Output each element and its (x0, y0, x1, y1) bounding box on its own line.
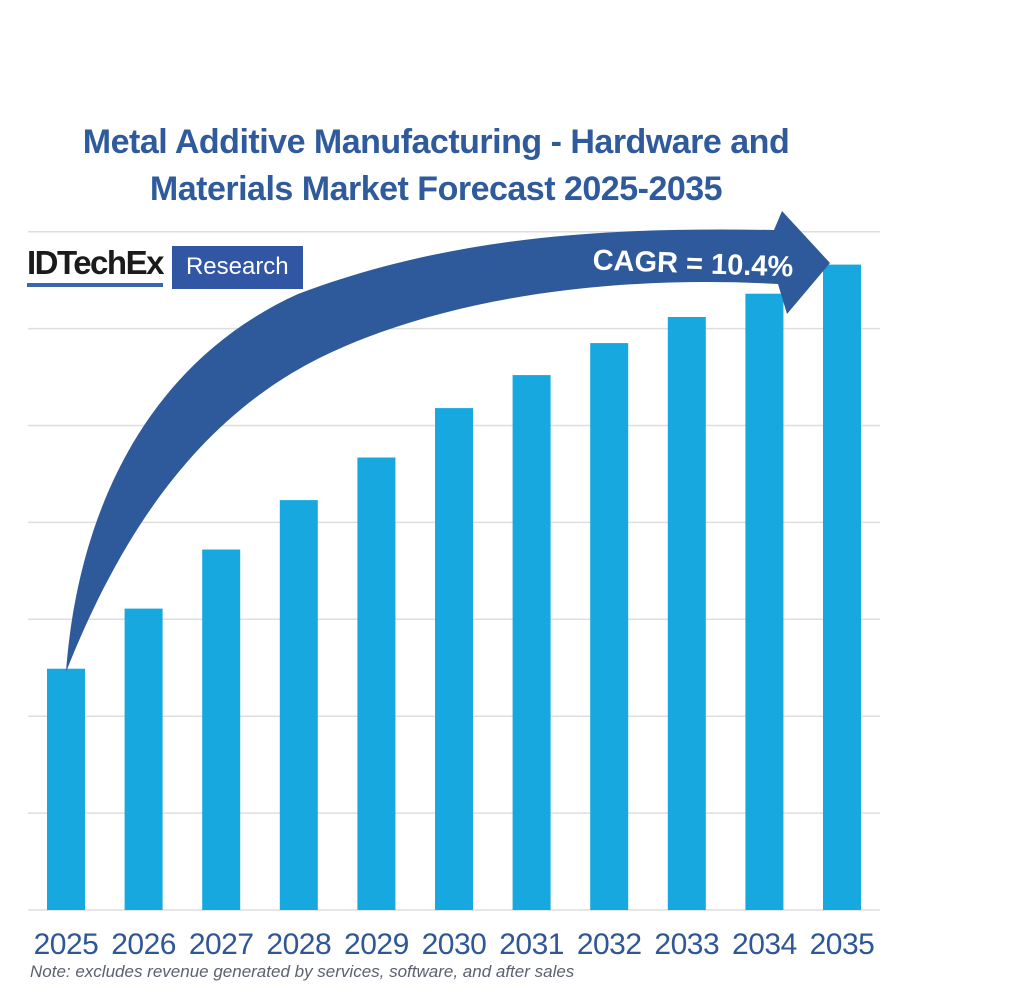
x-axis-label-2033: 2033 (654, 928, 719, 961)
x-axis-label-2025: 2025 (34, 928, 99, 961)
idtechex-logo: IDTechEx Research (27, 246, 303, 289)
logo-brand-text: IDTechEx (27, 246, 164, 287)
logo-research-badge: Research (171, 246, 303, 289)
bar-2031 (512, 375, 551, 911)
x-axis-label-2027: 2027 (189, 928, 254, 961)
x-axis-label-2032: 2032 (577, 928, 642, 961)
bar-2033 (667, 317, 706, 910)
bar-2025 (47, 668, 85, 910)
chart-title-line2: Materials Market Forecast 2025-2035 (149, 170, 723, 208)
bar-2028 (279, 500, 318, 910)
x-axis-label-2034: 2034 (732, 928, 797, 961)
bar-2035 (823, 264, 861, 911)
x-axis: 2025 2026 2027 2028 2029 2030 2031 2032 2033 2034… (34, 928, 875, 961)
footnote: Note: excludes revenue generated by serv… (30, 962, 575, 981)
bar-2026 (124, 608, 163, 910)
x-axis-label-2026: 2026 (111, 928, 176, 961)
chart-title-line1: Metal Additive Manufacturing - Hardware … (82, 123, 790, 161)
x-axis-label-2030: 2030 (422, 928, 487, 961)
x-axis-label-2035: 2035 (810, 928, 875, 961)
x-axis-label-2029: 2029 (344, 928, 409, 961)
cagr-arrow (66, 211, 830, 672)
bar-2032 (590, 343, 629, 911)
x-axis-label-2031: 2031 (499, 928, 564, 961)
bar-2034 (745, 293, 784, 910)
bars-group (47, 264, 861, 911)
bar-2029 (357, 457, 396, 910)
x-axis-label-2028: 2028 (266, 928, 331, 961)
bar-2027 (202, 549, 241, 910)
cagr-label: CAGR = 10.4% (592, 245, 794, 284)
chart-title: Metal Additive Manufacturing - Hardware … (0, 119, 872, 213)
bar-2030 (435, 408, 473, 910)
